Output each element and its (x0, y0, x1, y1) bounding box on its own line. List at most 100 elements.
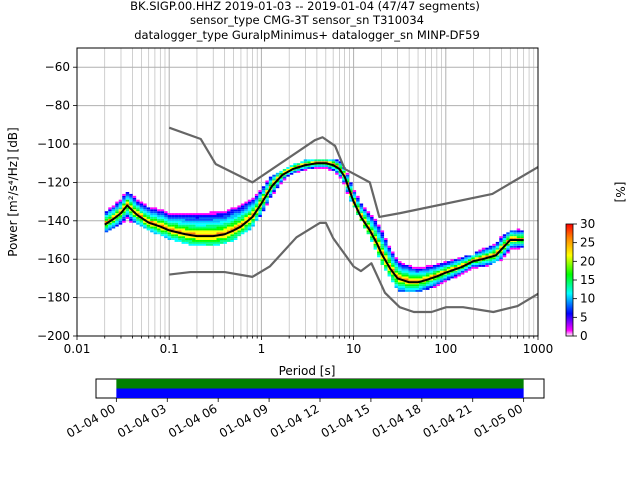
ppsd-cell (195, 228, 200, 231)
ppsd-cell (219, 241, 224, 244)
ppsd-cell (377, 251, 381, 254)
ppsd-cell (394, 261, 399, 264)
ppsd-cell (244, 203, 248, 206)
ppsd-cell (233, 224, 238, 227)
ppsd-cell (377, 234, 381, 237)
ppsd-cell (265, 182, 269, 185)
ppsd-cell (265, 188, 269, 191)
ppsd-cell (391, 268, 395, 271)
ppsd-cell (429, 280, 433, 283)
ppsd-cell (108, 218, 112, 221)
ppsd-cell (356, 213, 360, 216)
ppsd-cell (492, 251, 496, 254)
ppsd-cell (254, 207, 259, 210)
ppsd-cell (146, 215, 151, 217)
ppsd-cell (146, 224, 151, 227)
ppsd-cell (240, 226, 245, 229)
ppsd-cell (209, 228, 213, 231)
ppsd-cell (275, 174, 280, 177)
ppsd-cell (136, 220, 140, 223)
ppsd-cell (240, 203, 245, 206)
colorbar-ticks: 0 5 10 15 20 25 30 (573, 217, 595, 343)
ppsd-cell (251, 216, 255, 219)
ppsd-cell (425, 270, 430, 273)
ppsd-cell (314, 167, 318, 169)
ppsd-cell (129, 220, 133, 223)
ppsd-cell (254, 201, 259, 204)
ppsd-cell (342, 178, 346, 181)
ppsd-cell (251, 207, 255, 210)
ppsd-cell (439, 278, 444, 281)
ppsd-cell (411, 278, 416, 281)
ppsd-cell (467, 264, 472, 267)
ppsd-cell (380, 240, 385, 242)
ppsd-cell (520, 245, 524, 248)
x-axis-label: Period [s] (279, 364, 336, 378)
ppsd-cell (192, 222, 196, 225)
ppsd-cell (174, 222, 179, 225)
ppsd-cell (373, 230, 378, 233)
ppsd-cell (160, 218, 165, 221)
ppsd-cell (164, 213, 168, 216)
ppsd-cell (254, 195, 259, 198)
ppsd-cell (115, 205, 119, 208)
ppsd-cell (247, 228, 252, 231)
ppsd-cell (118, 207, 123, 210)
ppsd-cell (345, 192, 350, 194)
ppsd-cell (122, 213, 126, 216)
timeline-tick-label: 01-04 18 (370, 401, 424, 440)
ppsd-cell (411, 268, 416, 271)
ppsd-cell (188, 222, 193, 225)
ppsd-cell (247, 220, 252, 223)
ppsd-cell (418, 278, 423, 281)
ppsd-cell (272, 190, 276, 192)
ppsd-cell (481, 259, 486, 262)
ppsd-cell (474, 257, 479, 260)
ppsd-cell (408, 278, 412, 281)
ppsd-cell (398, 272, 402, 275)
ppsd-cell (226, 218, 231, 221)
ppsd-cell (185, 220, 189, 223)
ppsd-cell (202, 213, 207, 216)
ppsd-cell (129, 203, 133, 206)
ppsd-cell (237, 230, 241, 233)
ppsd-cell (391, 261, 395, 264)
ppsd-cell (391, 280, 395, 283)
ppsd-cell (377, 230, 381, 233)
ppsd-cell (122, 195, 126, 198)
ppsd-cell (436, 282, 440, 285)
ppsd-cell (405, 278, 409, 281)
y-tick-label: −100 (37, 137, 70, 151)
ppsd-cell (394, 257, 399, 260)
ppsd-cell (192, 213, 196, 216)
ppsd-cell (122, 215, 126, 217)
ppsd-cell (366, 222, 371, 225)
ppsd-cell (415, 278, 419, 281)
ppsd-cell (202, 228, 207, 231)
ppsd-cell (160, 222, 165, 225)
ppsd-cell (457, 263, 461, 265)
ppsd-cell (422, 282, 426, 285)
ppsd-cell (202, 222, 207, 225)
ppsd-cell (481, 261, 486, 264)
ppsd-cell (293, 165, 297, 168)
ppsd-cell (492, 257, 496, 260)
ppsd-cell (467, 266, 472, 269)
ppsd-cell (129, 216, 133, 219)
ppsd-cell (289, 165, 294, 168)
ppsd-cell (223, 211, 227, 214)
ppsd-cell (282, 170, 287, 173)
ppsd-cell (506, 245, 510, 248)
ppsd-cell (240, 222, 245, 225)
ppsd-cell (268, 190, 273, 192)
ppsd-cell (425, 280, 430, 283)
ppsd-cell (247, 201, 252, 204)
ppsd-cell (212, 222, 217, 225)
ppsd-cell (282, 174, 287, 177)
coverage-band (116, 379, 524, 389)
ppsd-cell (174, 232, 179, 235)
ppsd-cell (401, 274, 406, 277)
ppsd-cell (446, 263, 451, 265)
